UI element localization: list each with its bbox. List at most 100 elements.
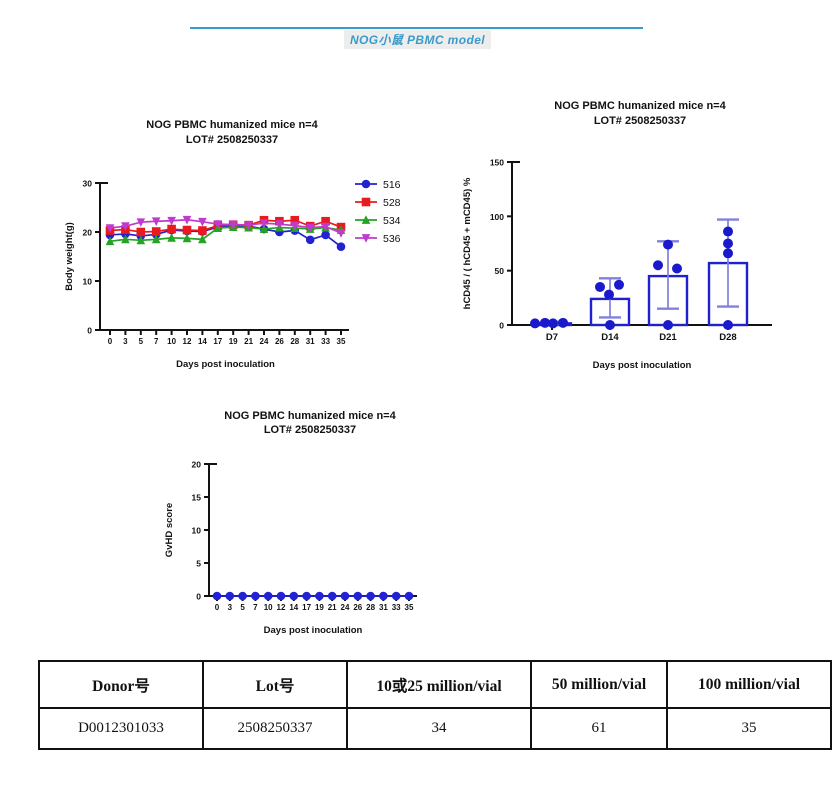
x-tick-label: 21 [328, 603, 337, 612]
y-tick-label: 0 [499, 321, 504, 331]
table-body: D0012301033 2508250337 34 61 35 [38, 707, 832, 750]
x-tick-label: 10 [167, 337, 176, 346]
x-tick-label: 7 [154, 337, 159, 346]
header-divider [190, 27, 643, 29]
y-axis-label: hCD45 / ( hCD45 + mCD45) % [462, 177, 473, 309]
x-axis-label: Days post inoculation [593, 360, 692, 371]
data-point [614, 279, 624, 290]
y-tick-label: 20 [83, 228, 93, 238]
x-tick-label: 33 [321, 337, 330, 346]
chart-subtitle: LOT# 2508250337 [264, 424, 356, 436]
chart-subtitle: LOT# 2508250337 [594, 115, 686, 127]
x-tick-label: D7 [546, 332, 558, 343]
table-header-cell: Lot号 [202, 660, 348, 709]
x-tick-label: 24 [260, 337, 269, 346]
x-tick-label: 28 [290, 337, 299, 346]
y-axis-label: GvHD score [164, 503, 175, 557]
gvhd-score-chart: NOG PBMC humanized mice n=4 LOT# 25082503… [164, 410, 417, 636]
engraftment-bar-chart: NOG PBMC humanized mice n=4 LOT# 25082503… [462, 100, 772, 371]
bar-group-D21 [647, 239, 689, 330]
table-header-cell: 50 million/vial [530, 660, 668, 709]
x-tick-label: 26 [275, 337, 284, 346]
vial-count-table: Donor号 Lot号 10或25 million/vial 50 million/v… [38, 660, 832, 750]
table-head: Donor号 Lot号 10或25 million/vial 50 million/v… [38, 660, 832, 709]
x-tick-label: 14 [198, 337, 207, 346]
table-header-cell: 10或25 million/vial [346, 660, 532, 709]
x-axis-label: Days post inoculation [176, 359, 275, 370]
x-tick-label: 26 [353, 603, 362, 612]
chart-subtitle: LOT# 2508250337 [186, 134, 278, 146]
data-point [548, 318, 558, 329]
table-header-cell: Donor号 [38, 660, 204, 709]
x-tick-label: 35 [337, 337, 346, 346]
y-tick-label: 0 [87, 326, 92, 336]
bar-group-D7 [530, 317, 573, 329]
y-tick-label: 50 [495, 266, 505, 276]
x-tick-label: 0 [215, 603, 220, 612]
data-point [540, 317, 550, 328]
x-tick-label: 17 [302, 603, 311, 612]
legend: 516 528 534 536 [355, 179, 401, 245]
y-tick-label: 30 [83, 179, 93, 189]
y-tick-label: 5 [196, 559, 201, 569]
bar-group-D14 [589, 277, 631, 330]
x-axis: 0 3 5 7 10 12 14 17 19 21 24 26 28 31 33 35 [100, 329, 349, 346]
x-tick-label: 7 [253, 603, 258, 612]
x-tick-label: 24 [341, 603, 350, 612]
y-tick-label: 15 [192, 493, 202, 503]
table-cell: 35 [666, 707, 832, 750]
bar-group-D28 [707, 218, 749, 330]
data-point [604, 289, 614, 300]
chart-title: NOG PBMC humanized mice n=4 [554, 100, 726, 112]
y-tick-label: 20 [192, 460, 202, 470]
x-tick-label: 31 [379, 603, 388, 612]
page-header: NOG小鼠 PBMC model [0, 30, 835, 49]
x-tick-label: 19 [229, 337, 238, 346]
x-tick-label: 31 [306, 337, 315, 346]
y-tick-label: 150 [490, 158, 504, 168]
x-tick-label: 3 [228, 603, 233, 612]
table-cell: D0012301033 [38, 707, 204, 750]
series-536 [105, 215, 346, 238]
legend-label: 528 [383, 197, 401, 209]
legend-label: 516 [383, 179, 401, 191]
x-tick-label: 19 [315, 603, 324, 612]
y-tick-label: 10 [192, 526, 202, 536]
page-title: NOG小鼠 PBMC model [343, 30, 492, 49]
x-tick-label: 5 [139, 337, 144, 346]
data-point [723, 226, 733, 237]
y-tick-label: 0 [196, 592, 201, 602]
table-cell: 61 [530, 707, 668, 750]
data-point [723, 320, 733, 330]
table-row: D0012301033 2508250337 34 61 35 [38, 707, 832, 750]
data-point [663, 239, 673, 250]
x-axis-label: Days post inoculation [264, 625, 363, 636]
y-tick-label: 100 [490, 212, 504, 222]
x-tick-label: 3 [123, 337, 128, 346]
y-tick-label: 10 [83, 277, 93, 287]
x-tick-label: 35 [405, 603, 414, 612]
table-cell: 34 [346, 707, 532, 750]
x-tick-label: 10 [264, 603, 273, 612]
data-point [672, 263, 682, 274]
data-point [530, 318, 540, 329]
data-point [723, 248, 733, 259]
table-cell: 2508250337 [202, 707, 348, 750]
x-tick-label: 12 [183, 337, 192, 346]
data-point [605, 320, 615, 330]
x-tick-label: 17 [213, 337, 222, 346]
data-point [558, 317, 568, 328]
x-tick-label: D28 [719, 332, 736, 343]
data-point [663, 320, 673, 330]
x-tick-label: 33 [392, 603, 401, 612]
table-header-cell: 100 million/vial [666, 660, 832, 709]
data-point [653, 260, 663, 271]
body-weight-chart: NOG PBMC humanized mice n=4 LOT# 25082503… [64, 119, 401, 370]
x-tick-label: D21 [659, 332, 677, 343]
data-point [595, 281, 605, 292]
y-axis-label: Body weight(g) [64, 222, 75, 291]
data-point [723, 238, 733, 249]
y-axis: 0 10 20 30 [83, 179, 108, 336]
x-tick-label: D14 [601, 332, 619, 343]
